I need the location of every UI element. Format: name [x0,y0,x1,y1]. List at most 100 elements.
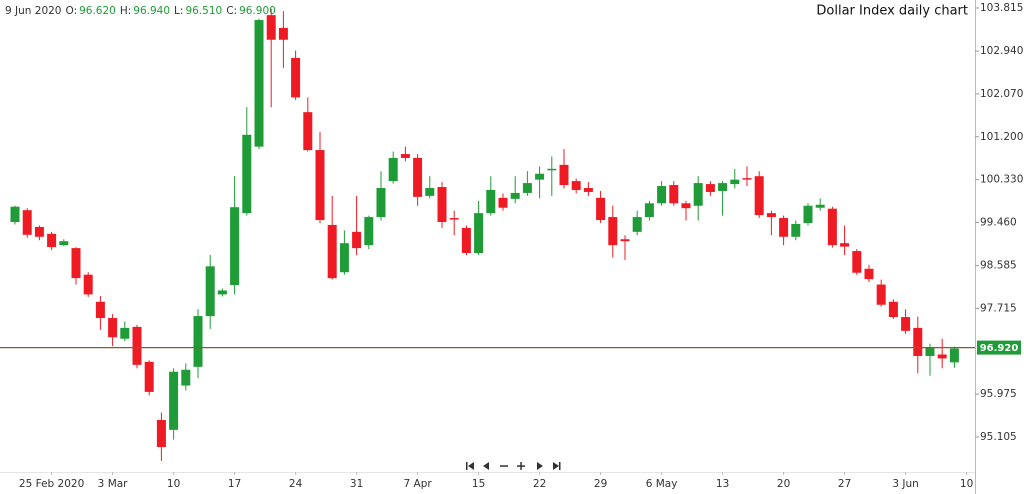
candle-body [217,290,227,295]
candle-body [437,187,447,222]
candle-body [461,227,471,254]
header-field-label: H: [120,5,131,17]
candle-body [815,204,825,208]
candle-body [278,27,288,40]
candle-body [596,197,606,221]
last-price-box [977,340,1021,355]
candle-body [120,327,130,339]
candle-body [718,183,728,191]
candle-body [22,210,32,235]
header-field-value: 96.900 [239,5,276,17]
y-tick-label: 98.585 [980,260,1017,272]
candle-body [425,188,435,196]
candle-body [498,197,508,208]
header-field-label: L: [174,5,183,17]
header-field-label: C: [226,5,237,17]
candle-body [608,217,618,246]
y-tick-label: 101.200 [980,131,1023,143]
header-field-value: 96.620 [79,5,116,17]
candle-body [474,213,484,254]
candle-body [132,326,142,365]
x-tick-label: 13 [716,478,729,490]
candle-body [266,15,276,40]
candle-body [840,243,850,247]
candle-body [34,226,44,237]
candle-body [83,274,93,295]
candle-body [913,327,923,356]
last-price-label: 96.920 [980,343,1019,354]
nav-zoom-out[interactable] [500,465,508,467]
candle-body [242,134,252,214]
candle-body [791,223,801,237]
nav-zoom-in[interactable] [517,462,525,470]
header-field-value: 96.940 [133,5,170,17]
candle-body [327,224,337,279]
candle-body [156,420,166,448]
x-tick-label: 17 [228,478,241,490]
chart-title: Dollar Index daily chart [816,4,968,19]
nav-last[interactable] [553,462,561,470]
y-tick-label: 99.460 [980,216,1017,228]
candle-body [400,154,410,158]
candle-body [693,183,703,206]
candle-body [71,248,81,279]
candle-body [681,203,691,209]
candle-body [193,316,203,367]
candle-body [766,213,776,218]
candle-body [852,251,862,273]
x-tick-label: 10 [960,478,973,490]
candle-body [705,184,715,192]
candle-body [949,348,959,363]
y-tick-label: 103.815 [980,2,1023,14]
candle-body [230,207,240,286]
y-tick-label: 95.975 [980,388,1017,400]
ohlc-header: 9 Jun 2020 O: 96.620 H: 96.940 L: 96.510 C: 96.9… [5,5,276,17]
candle-body [888,301,898,318]
candle-body [730,179,740,185]
candle-body [925,347,935,356]
nav-next[interactable] [537,462,543,470]
candle-body [352,231,362,249]
candle-body [669,185,679,204]
candle-body [937,354,947,359]
x-tick-label: 20 [777,478,790,490]
candle-body [169,371,179,430]
candle-body [59,241,69,246]
y-tick-label: 100.330 [980,174,1023,186]
candle-body [657,186,667,204]
y-tick-label: 95.105 [980,431,1017,443]
x-tick-label: 6 May [646,478,678,490]
candle-body [583,188,593,192]
candle-body [901,317,911,331]
candle-body [803,205,813,223]
candle-body [291,57,301,98]
candle-body [315,150,325,221]
candle-body [108,318,118,338]
x-tick-label: 22 [533,478,546,490]
candle-body [339,243,349,273]
x-tick-label: 10 [167,478,180,490]
header-field-value: 96.510 [185,5,222,17]
candle-body [47,233,57,248]
candle-body [876,284,886,305]
candle-body [644,203,654,218]
candle-body [742,178,752,180]
nav-prev[interactable] [483,462,489,470]
x-tick-label: 3 Jun [892,478,918,490]
candle-body [364,217,374,246]
candle-body [547,168,557,171]
header-date: 9 Jun 2020 [5,5,61,17]
nav-controls [466,462,561,470]
candle-body [827,208,837,246]
candle-body [571,181,581,190]
header-field-label: O: [65,5,77,17]
candle-body [303,112,313,151]
nav-first[interactable] [466,462,474,470]
candle-body [864,268,874,280]
candle-body [10,206,20,222]
y-tick-label: 97.715 [980,302,1017,314]
x-tick-label: 27 [838,478,851,490]
y-tick-label: 102.940 [980,45,1023,57]
